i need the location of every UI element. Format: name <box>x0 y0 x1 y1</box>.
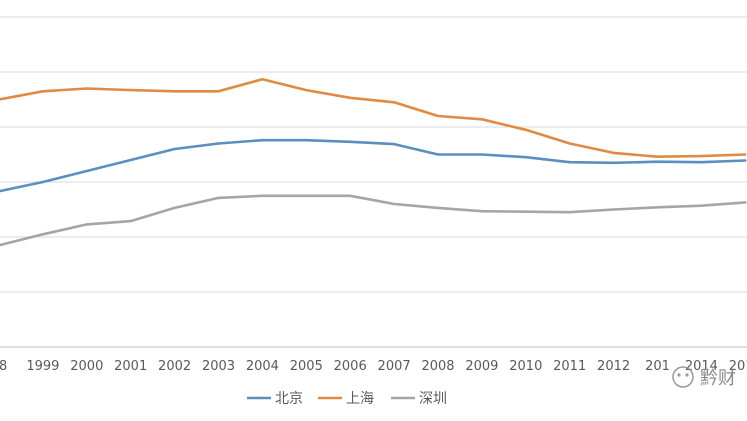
legend-label-2: 深圳 <box>419 391 447 407</box>
watermark-text: 黔财 <box>700 368 736 389</box>
x-tick-label: 1999 <box>26 359 59 374</box>
x-tick-label: 2014 <box>685 359 718 374</box>
wechat-icon <box>672 366 694 388</box>
x-tick-label: 2005 <box>290 359 323 374</box>
x-tick-label: 2003 <box>202 359 235 374</box>
x-tick-label: 98 <box>0 359 7 374</box>
x-tick-label: 2008 <box>421 359 454 374</box>
x-tick-label: 2012 <box>597 359 630 374</box>
wechat-icon-eye-right <box>685 373 689 377</box>
x-tick-label: 2009 <box>465 359 498 374</box>
legend: 北京 上海 深圳 <box>247 391 447 407</box>
x-tick-label: 2001 <box>114 359 147 374</box>
x-tick-label: 2011 <box>553 359 586 374</box>
x-tick-label: 201 <box>645 359 670 374</box>
x-tick-label: 2010 <box>509 359 542 374</box>
gridlines <box>0 16 747 348</box>
legend-label-0: 北京 <box>275 391 303 407</box>
series-line-0 <box>0 138 747 193</box>
x-tick-label: 2006 <box>334 359 367 374</box>
wechat-icon-eye-left <box>677 373 681 377</box>
series-line-2 <box>0 194 747 247</box>
x-tick-label: 2002 <box>158 359 191 374</box>
x-tick-label: 2007 <box>378 359 411 374</box>
series-line-1 <box>0 77 747 158</box>
x-tick-label: 2004 <box>246 359 279 374</box>
x-tick-label: 2015 <box>729 359 747 374</box>
x-axis-ticks: 98 1999 2000 2001 2002 2003 2004 2005 2006 2007 20… <box>0 359 747 374</box>
legend-label-1: 上海 <box>346 391 374 407</box>
series-lines <box>0 77 747 247</box>
x-tick-label: 2000 <box>70 359 103 374</box>
watermark: 黔财 <box>672 366 736 389</box>
